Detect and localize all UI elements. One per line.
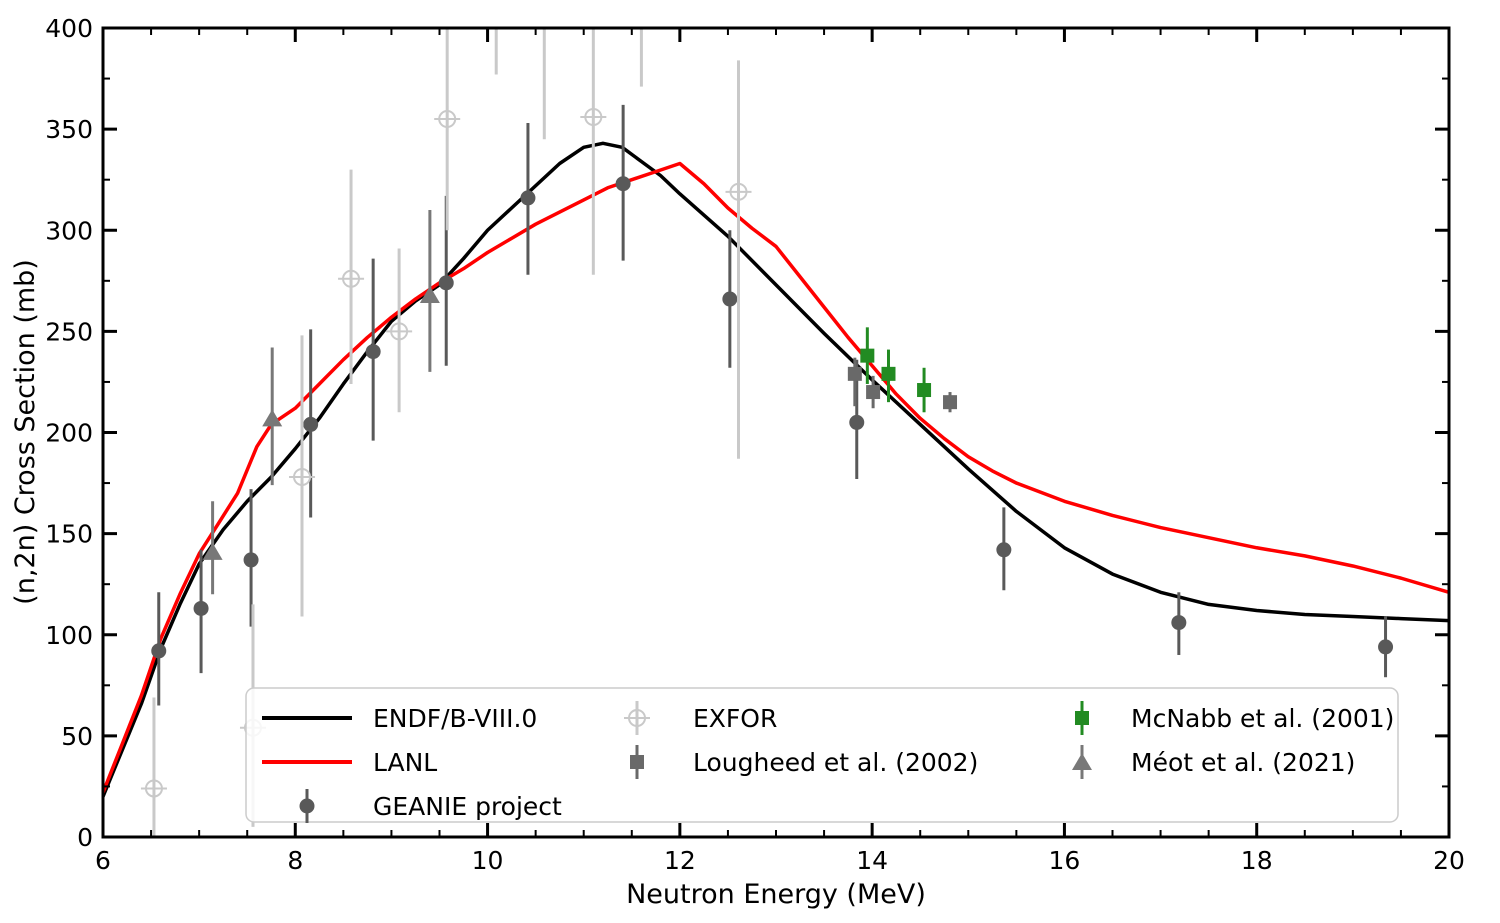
legend-entry-m-ot-et-al-2021: Méot et al. (2021) bbox=[1072, 745, 1355, 779]
data-point-circle-plus bbox=[628, 0, 654, 17]
data-point-triangle bbox=[419, 285, 440, 303]
data-point-circle bbox=[615, 176, 631, 192]
legend-entry-geanie-project: GEANIE project bbox=[299, 789, 562, 823]
marker-ring bbox=[144, 779, 163, 798]
data-point-circle-plus bbox=[338, 265, 365, 292]
marker-ring bbox=[628, 709, 646, 727]
legend-entry-lanl: LANL bbox=[262, 748, 437, 777]
marker-ring bbox=[342, 269, 361, 288]
data-point-circle bbox=[243, 552, 259, 568]
legend-entry-exfor: EXFOR bbox=[624, 701, 777, 735]
data-point-circle bbox=[151, 643, 167, 659]
marker-ring bbox=[633, 0, 649, 12]
data-point-circle-plus bbox=[289, 463, 316, 490]
series-layer bbox=[103, 0, 1449, 837]
data-point-square bbox=[847, 366, 862, 381]
data-point-square bbox=[1075, 711, 1089, 725]
data-point-circle-plus bbox=[624, 705, 650, 731]
x-tick-label: 16 bbox=[1049, 846, 1081, 875]
data-point-circle-plus bbox=[531, 0, 557, 1]
curve-endf-b-viii-0 bbox=[103, 141, 1449, 799]
legend-label: LANL bbox=[373, 748, 437, 777]
marker-ring bbox=[488, 0, 504, 8]
data-point-circle bbox=[193, 600, 209, 616]
data-point-circle-plus bbox=[434, 106, 461, 133]
data-point-square bbox=[917, 383, 932, 398]
data-point-circle-plus bbox=[386, 318, 413, 345]
data-point-triangle bbox=[262, 409, 283, 427]
legend-label: ENDF/B-VIII.0 bbox=[373, 704, 537, 733]
data-point-circle bbox=[520, 190, 536, 206]
x-tick-label: 8 bbox=[287, 846, 303, 875]
legend-entry-mcnabb-et-al-2001: McNabb et al. (2001) bbox=[1075, 701, 1394, 735]
marker-ring bbox=[293, 467, 312, 486]
data-point-circle bbox=[438, 275, 454, 291]
data-point-circle bbox=[365, 344, 381, 360]
x-tick-label: 6 bbox=[95, 846, 111, 875]
data-point-square bbox=[860, 348, 875, 363]
x-tick-label: 10 bbox=[472, 846, 504, 875]
data-point-square bbox=[881, 366, 896, 381]
legend-entry-lougheed-et-al-2002: Lougheed et al. (2002) bbox=[630, 745, 978, 779]
data-point-circle bbox=[849, 414, 865, 430]
data-point-circle-plus bbox=[140, 775, 167, 802]
data-point-circle-plus bbox=[483, 0, 509, 13]
data-point-circle bbox=[1378, 639, 1394, 655]
x-axis-label: Neutron Energy (MeV) bbox=[626, 879, 926, 910]
data-point-circle-plus bbox=[725, 178, 752, 205]
data-point-triangle bbox=[202, 542, 223, 560]
series-m-ot-et-al-2021 bbox=[202, 210, 440, 595]
marker-ring bbox=[584, 107, 603, 126]
x-tick-label: 20 bbox=[1433, 846, 1465, 875]
legend-label: McNabb et al. (2001) bbox=[1131, 704, 1394, 733]
y-tick-label: 400 bbox=[45, 14, 93, 43]
data-point-circle bbox=[299, 798, 315, 814]
y-tick-label: 300 bbox=[45, 216, 93, 245]
series-mcnabb-et-al-2001 bbox=[860, 327, 932, 413]
legend-label: Lougheed et al. (2002) bbox=[693, 748, 978, 777]
y-tick-label: 0 bbox=[77, 823, 93, 852]
data-point-square bbox=[943, 395, 958, 410]
y-tick-label: 150 bbox=[45, 520, 93, 549]
legend: ENDF/B-VIII.0 LANL GEANIE project EXFOR Loug… bbox=[245, 687, 1399, 823]
y-tick-label: 250 bbox=[45, 317, 93, 346]
curve-lanl bbox=[103, 161, 1449, 795]
x-tick-label: 14 bbox=[856, 846, 888, 875]
data-point-circle bbox=[1171, 615, 1187, 631]
data-point-square bbox=[866, 385, 881, 400]
data-point-triangle bbox=[1072, 753, 1092, 770]
x-tick-label: 12 bbox=[664, 846, 696, 875]
legend-entry-endf-b-viii-0: ENDF/B-VIII.0 bbox=[262, 704, 537, 733]
series-lougheed-et-al-2002 bbox=[847, 357, 958, 413]
legend-label: Méot et al. (2021) bbox=[1131, 748, 1355, 777]
data-point-circle-plus bbox=[580, 103, 607, 130]
legend-label: EXFOR bbox=[693, 704, 777, 733]
series-geanie-project bbox=[151, 104, 1394, 706]
x-tick-label: 18 bbox=[1241, 846, 1273, 875]
legend-box bbox=[245, 687, 1399, 823]
marker-ring bbox=[390, 322, 409, 341]
data-point-circle bbox=[996, 542, 1012, 558]
legend-label: GEANIE project bbox=[373, 792, 562, 821]
series-lanl bbox=[103, 161, 1449, 795]
marker-ring bbox=[438, 110, 457, 129]
y-tick-label: 100 bbox=[45, 621, 93, 650]
y-tick-label: 350 bbox=[45, 115, 93, 144]
marker-ring bbox=[729, 182, 748, 201]
data-point-circle bbox=[722, 291, 738, 307]
y-axis-label: (n,2n) Cross Section (mb) bbox=[10, 259, 41, 605]
y-tick-label: 200 bbox=[45, 419, 93, 448]
y-tick-label: 50 bbox=[61, 722, 93, 751]
data-point-square bbox=[630, 755, 644, 769]
series-endf-b-viii-0 bbox=[103, 141, 1449, 799]
data-point-circle bbox=[303, 416, 319, 432]
